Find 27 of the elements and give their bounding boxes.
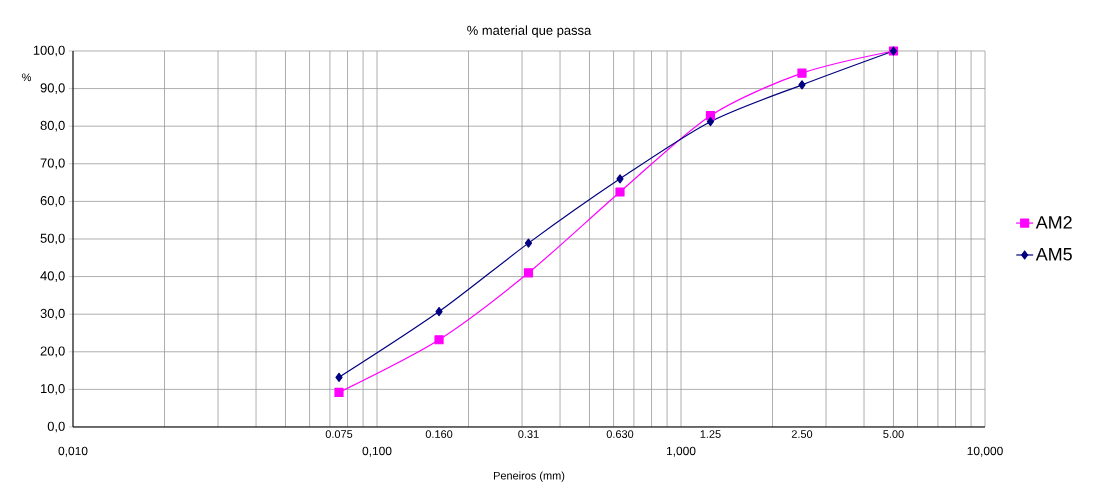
x-tick-label: 0,010 xyxy=(58,446,88,457)
y-tick-label: 60,0 xyxy=(40,196,65,207)
chart-title: % material que passa xyxy=(467,25,592,38)
y-tick-label: 20,0 xyxy=(40,346,65,358)
y-tick-label: 40,0 xyxy=(40,271,65,282)
text: 0.630 xyxy=(606,430,634,438)
x-tick-label: 1,000 xyxy=(666,446,696,457)
y-tick-label: 0,0 xyxy=(47,421,65,433)
text: 2.50 xyxy=(791,430,813,438)
text: 0.075 xyxy=(325,430,353,438)
y-tick-label: 90,0 xyxy=(40,83,65,94)
text: 0.160 xyxy=(425,430,453,438)
y-tick-label: 70,0 xyxy=(40,158,65,170)
text: 5.00 xyxy=(883,430,904,438)
text: 0.31 xyxy=(518,430,539,438)
legend-label: AM2 xyxy=(1035,216,1072,229)
x-axis-title: Peneiros (mm) xyxy=(493,471,565,482)
y-axis-title: % xyxy=(22,73,32,82)
x-tick-label: 0,100 xyxy=(362,446,392,457)
y-tick-label: 80,0 xyxy=(40,120,65,132)
x-tick-label: 10,000 xyxy=(967,446,1003,457)
y-tick-label: 30,0 xyxy=(40,308,65,320)
y-tick-label: 10,0 xyxy=(41,384,65,395)
text: 1.25 xyxy=(700,430,721,438)
legend-label: AM5 xyxy=(1035,248,1072,261)
y-tick-label: 100,0 xyxy=(33,45,65,57)
y-tick-label: 50,0 xyxy=(40,233,65,245)
